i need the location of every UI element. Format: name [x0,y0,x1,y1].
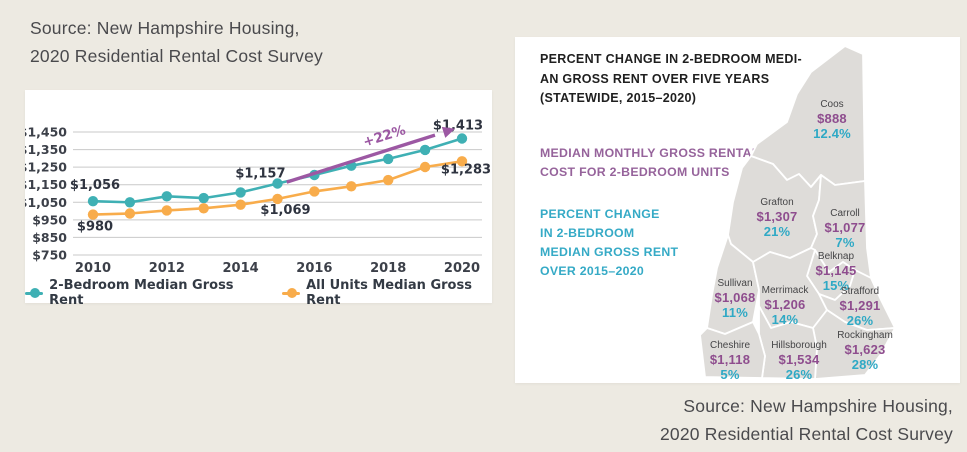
county-name: Cheshire [709,340,751,351]
svg-text:$1,150: $1,150 [25,177,67,192]
svg-text:2018: 2018 [370,261,406,276]
svg-text:$1,413: $1,413 [433,119,483,134]
2bedroom-series-marker-icon [25,288,44,298]
county-label-belknap: Belknap $1,145 15% [816,250,857,294]
rent-trend-chart-panel: $1,450 $1,350 $1,250 $1,150 $1,050 $950 $850 $7… [25,90,492,308]
svg-text:2014: 2014 [223,261,259,276]
county-median-rent: $1,307 [756,209,798,224]
county-name: Sullivan [717,278,753,289]
allunits-series-marker-icon [281,288,301,298]
svg-text:2016: 2016 [296,261,332,276]
county-label-grafton: Grafton $1,307 21% [757,196,798,240]
county-median-rent: $888 [817,111,847,126]
county-name: Carroll [830,208,860,219]
legend-label-allunits: All Units Median Gross Rent [306,278,472,308]
county-label-sullivan: Sullivan $1,068 11% [715,277,756,321]
county-median-rent: $1,291 [839,298,881,313]
county-name: Coos [820,99,844,110]
source-attribution-top: Source: New Hampshire Housing, 2020 Resi… [30,18,323,66]
svg-text:$1,069: $1,069 [260,203,310,218]
county-percent-change: 7% [835,235,855,250]
county-percent-change: 28% [851,357,879,372]
map-title: PERCENT CHANGE IN 2-BEDROOM MEDI- AN GRO… [540,52,802,105]
svg-text:$1,450: $1,450 [25,125,67,140]
county-percent-change: 15% [822,278,850,293]
county-median-rent: $1,118 [709,352,751,367]
county-percent-change: 26% [785,367,813,382]
county-percent-change: 21% [763,224,791,239]
county-median-rent: $1,623 [844,342,886,357]
county-label-rockingham: Rockingham $1,623 28% [837,329,893,373]
county-percent-change: 26% [846,313,874,328]
county-label-hillsborough: Hillsborough $1,534 26% [771,339,827,383]
map-legend-pct-heading: PERCENT CHANGE IN 2-BEDROOM MEDIAN GROSS… [540,207,679,278]
svg-text:$1,283: $1,283 [441,162,491,177]
county-percent-change: 14% [771,312,799,327]
svg-text:$850: $850 [32,230,67,245]
new-hampshire-map-shape [699,45,896,380]
map-legend-rent-heading: MEDIAN MONTHLY GROSS RENTAL COST FOR 2-B… [540,146,760,179]
county-name: Merrimack [761,285,809,296]
county-name: Belknap [817,251,855,262]
svg-text:$1,250: $1,250 [25,160,67,175]
county-label-merrimack: Merrimack $1,206 14% [762,284,809,328]
county-label-strafford: Strafford $1,291 26% [840,285,881,329]
rent-line-chart: $1,450 $1,350 $1,250 $1,150 $1,050 $950 $850 $7… [25,119,491,277]
legend-label-2bedroom: 2-Bedroom Median Gross Rent [49,278,234,308]
new-hampshire-map: Coos $888 12.4% Grafton $1,307 21% Carroll $1,0… [695,38,905,383]
svg-text:$750: $750 [32,248,67,263]
county-percent-change: 11% [722,305,748,320]
county-median-rent: $1,145 [815,263,857,278]
svg-text:$1,056: $1,056 [70,178,120,193]
legend-item-2bedroom: 2-Bedroom Median Gross Rent [25,278,252,308]
county-median-rent: $1,206 [764,297,806,312]
county-percent-change: 5% [720,367,740,382]
county-median-rent: $1,534 [778,352,820,367]
county-label-coos: Coos $888 12.4% [813,98,851,142]
county-median-rent: $1,077 [824,220,866,235]
county-name: Rockingham [837,330,893,341]
source-attribution-bottom: Source: New Hampshire Housing, 2020 Resi… [660,396,953,444]
county-percent-change: 12.4% [813,126,851,141]
county-name: Strafford [840,286,880,297]
county-label-cheshire: Cheshire $1,118 5% [710,339,750,383]
svg-text:2010: 2010 [75,261,111,276]
svg-text:$980: $980 [77,220,113,235]
svg-text:$1,050: $1,050 [25,195,67,210]
county-median-rent: $1,068 [714,290,756,305]
county-shape-cheshire [699,321,766,379]
legend-item-allunits: All Units Median Gross Rent [281,278,492,308]
svg-text:$950: $950 [32,212,67,227]
county-name: Grafton [760,197,794,208]
county-map-panel: PERCENT CHANGE IN 2-BEDROOM MEDI- AN GRO… [515,37,960,383]
svg-text:2012: 2012 [149,261,185,276]
svg-text:2020: 2020 [444,261,480,276]
chart-legend: 2-Bedroom Median Gross Rent All Units Me… [25,278,492,308]
svg-text:$1,350: $1,350 [25,142,67,157]
county-name: Hillsborough [771,340,827,351]
county-label-carroll: Carroll $1,077 7% [825,207,866,251]
svg-text:$1,157: $1,157 [235,167,285,182]
